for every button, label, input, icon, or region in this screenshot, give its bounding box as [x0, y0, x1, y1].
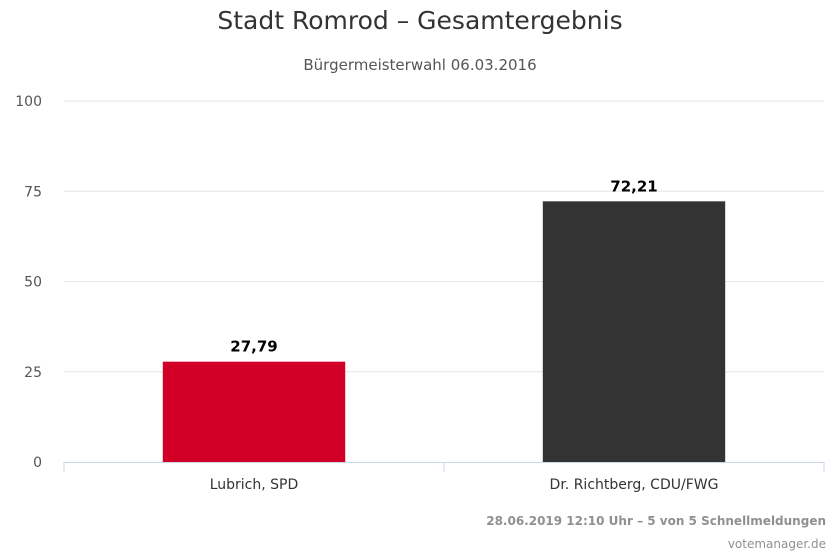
data-label: 72,21 [610, 177, 657, 195]
y-tick-label: 50 [24, 275, 42, 291]
x-tick-label: Dr. Richtberg, CDU/FWG [550, 477, 719, 493]
data-label: 27,79 [230, 338, 277, 356]
y-tick-label: 0 [33, 455, 42, 471]
bar [162, 361, 346, 462]
x-tick-label: Lubrich, SPD [210, 477, 299, 493]
footer-status: 28.06.2019 12:10 Uhr – 5 von 5 Schnellme… [486, 514, 826, 528]
y-tick-label: 75 [24, 184, 42, 200]
chart-subtitle: Bürgermeisterwahl 06.03.2016 [303, 56, 537, 74]
y-tick-label: 25 [24, 365, 42, 381]
bar [542, 201, 726, 462]
chart-title: Stadt Romrod – Gesamtergebnis [217, 6, 623, 35]
y-tick-label: 100 [15, 94, 42, 110]
footer-source: votemanager.de [727, 537, 826, 551]
